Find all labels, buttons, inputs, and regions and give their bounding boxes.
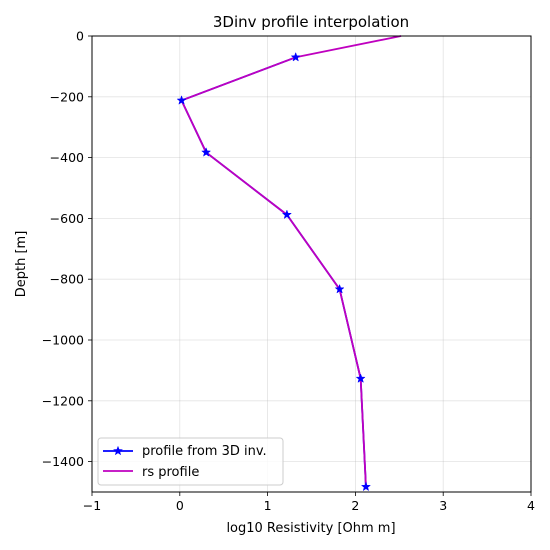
data-point-star	[290, 51, 301, 62]
axis-ticks: −1 0 1 2 3 4 0 −200 −400 −600 −800 −1000 −1200 −1400	[42, 29, 535, 514]
y-tick-label: 0	[76, 29, 84, 44]
data-point-star	[201, 147, 212, 157]
y-tick-label: −1000	[42, 333, 84, 348]
data-point-star	[360, 481, 372, 492]
legend-marker-star	[112, 445, 124, 456]
data-point-star	[281, 209, 292, 220]
chart-title: 3Dinv profile interpolation	[213, 13, 409, 31]
x-axis-label: log10 Resistivity [Ohm m]	[226, 521, 395, 536]
y-tick-label: −1200	[42, 393, 84, 408]
legend-label-profile-3d: profile from 3D inv.	[142, 444, 267, 459]
x-tick-label: 2	[351, 498, 359, 513]
y-tick-label: −400	[50, 150, 84, 165]
legend-star-marker	[112, 445, 124, 456]
x-tick-label: 1	[264, 498, 272, 513]
series-layer	[176, 35, 402, 492]
legend-label-rs-profile: rs profile	[142, 465, 199, 480]
data-point-star	[176, 95, 187, 105]
x-tick-label: 3	[439, 498, 447, 513]
y-tick-label: −800	[50, 272, 84, 287]
series-line-rs-profile	[180, 35, 402, 487]
legend-box	[97, 437, 284, 486]
grid-lines	[91, 35, 532, 492]
plot-area-frame	[91, 35, 532, 493]
y-tick-label: −200	[50, 89, 84, 104]
y-axis-label: Depth [m]	[14, 231, 29, 298]
x-tick-label: 0	[176, 498, 184, 513]
y-tick-label: −600	[50, 211, 84, 226]
data-point-star	[334, 283, 345, 294]
x-tick-label: 4	[527, 498, 535, 513]
y-tick-label: −1400	[42, 454, 84, 469]
x-tick-label: −1	[83, 498, 101, 513]
data-point-star	[355, 373, 366, 383]
legend: profile from 3D inv. rs profile	[97, 437, 284, 486]
